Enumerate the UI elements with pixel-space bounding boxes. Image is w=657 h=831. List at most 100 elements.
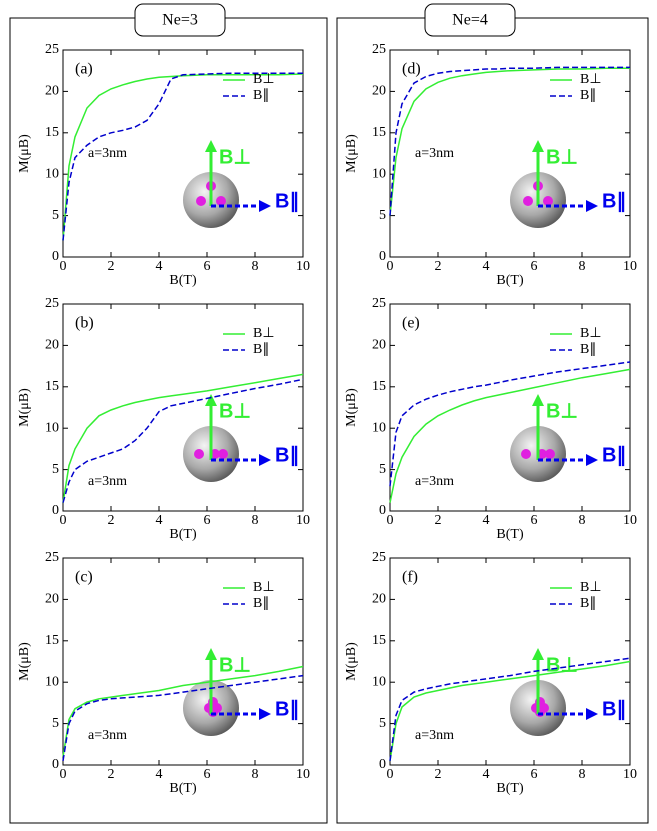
inset-arrowhead	[205, 394, 217, 406]
x-tick-label: 2	[435, 767, 442, 782]
x-tick-label: 8	[579, 513, 586, 528]
inset-electron	[545, 449, 555, 459]
panel-label: (e)	[402, 315, 420, 332]
x-tick-label: 8	[252, 259, 259, 274]
y-tick-label: 25	[372, 42, 386, 57]
legend-label: B⊥	[253, 72, 275, 87]
x-tick-label: 2	[435, 513, 442, 528]
header-box	[424, 3, 516, 37]
x-tick-label: 10	[623, 513, 637, 528]
annotation: a=3nm	[88, 146, 127, 161]
inset-arrowhead	[259, 454, 271, 466]
panel-label: (a)	[75, 61, 93, 78]
y-tick-label: 15	[372, 379, 386, 394]
y-tick-label: 5	[52, 462, 59, 477]
legend-label: B∥	[580, 596, 596, 611]
x-tick-label: 0	[387, 259, 394, 274]
y-tick-label: 0	[52, 757, 59, 772]
inset-electron	[543, 196, 553, 206]
plot-frame	[389, 49, 631, 258]
inset-label: B∥	[275, 190, 299, 212]
y-tick-label: 15	[45, 633, 59, 648]
inset-arrowhead	[259, 200, 271, 212]
x-axis-label: B(T)	[169, 273, 197, 288]
inset-label: B⊥	[219, 146, 251, 168]
inset-arrowhead	[586, 454, 598, 466]
x-tick-label: 0	[387, 513, 394, 528]
legend-label: B∥	[580, 342, 596, 357]
inset-electron	[523, 196, 533, 206]
x-tick-label: 0	[60, 513, 67, 528]
panel-label: (b)	[75, 315, 94, 332]
x-tick-label: 10	[296, 513, 310, 528]
y-tick-label: 5	[52, 208, 59, 223]
inset-electron	[521, 449, 531, 459]
x-tick-label: 6	[531, 513, 538, 528]
inset-label: B⊥	[546, 400, 578, 422]
y-tick-label: 15	[45, 125, 59, 140]
legend-label: B∥	[253, 88, 269, 103]
y-tick-label: 10	[372, 674, 386, 689]
inset-arrowhead	[586, 708, 598, 720]
inset-label: B∥	[602, 698, 626, 720]
legend-label: B∥	[580, 88, 596, 103]
x-axis-label: B(T)	[496, 527, 524, 542]
y-tick-label: 25	[45, 550, 59, 565]
inset-arrowhead	[205, 140, 217, 152]
x-axis-label: B(T)	[169, 527, 197, 542]
x-tick-label: 4	[156, 767, 163, 782]
y-tick-label: 10	[372, 420, 386, 435]
inset-label: B∥	[602, 190, 626, 212]
y-tick-label: 10	[45, 420, 59, 435]
y-tick-label: 5	[379, 462, 386, 477]
panel-label: (c)	[75, 569, 93, 586]
series-line	[62, 378, 304, 503]
y-tick-label: 20	[45, 84, 59, 99]
x-tick-label: 4	[156, 513, 163, 528]
x-tick-label: 8	[252, 513, 259, 528]
inset-arrowhead	[205, 648, 217, 660]
x-tick-label: 4	[483, 767, 490, 782]
y-axis-label: M(μB)	[344, 134, 359, 173]
y-tick-label: 20	[45, 592, 59, 607]
series-line	[389, 361, 631, 487]
x-tick-label: 10	[296, 259, 310, 274]
y-tick-label: 25	[372, 296, 386, 311]
x-tick-label: 0	[60, 767, 67, 782]
y-tick-label: 25	[372, 550, 386, 565]
x-tick-label: 10	[296, 767, 310, 782]
inset-label: B∥	[602, 444, 626, 466]
y-tick-label: 5	[52, 716, 59, 731]
header-box	[134, 3, 226, 37]
plot-frame	[62, 303, 304, 512]
y-tick-label: 20	[372, 338, 386, 353]
series-line	[62, 665, 304, 757]
y-tick-label: 20	[372, 592, 386, 607]
y-tick-label: 20	[372, 84, 386, 99]
y-axis-label: M(μB)	[17, 134, 32, 173]
x-tick-label: 6	[204, 513, 211, 528]
series-line	[389, 657, 631, 761]
x-tick-label: 8	[252, 767, 259, 782]
x-tick-label: 2	[108, 259, 115, 274]
inset-arrowhead	[532, 140, 544, 152]
y-axis-label: M(μB)	[344, 642, 359, 681]
y-tick-label: 0	[52, 249, 59, 264]
y-tick-label: 10	[45, 166, 59, 181]
inset-label: B∥	[275, 698, 299, 720]
x-tick-label: 6	[531, 259, 538, 274]
annotation: a=3nm	[415, 728, 454, 743]
panel-label: (d)	[402, 61, 421, 78]
x-tick-label: 8	[579, 767, 586, 782]
x-tick-label: 4	[483, 513, 490, 528]
plot-frame	[62, 49, 304, 258]
y-tick-label: 15	[372, 633, 386, 648]
x-tick-label: 8	[579, 259, 586, 274]
header: Ne=3	[162, 12, 198, 29]
x-tick-label: 10	[623, 767, 637, 782]
y-tick-label: 25	[45, 296, 59, 311]
annotation: a=3nm	[415, 146, 454, 161]
x-tick-label: 2	[108, 767, 115, 782]
annotation: a=3nm	[415, 474, 454, 489]
